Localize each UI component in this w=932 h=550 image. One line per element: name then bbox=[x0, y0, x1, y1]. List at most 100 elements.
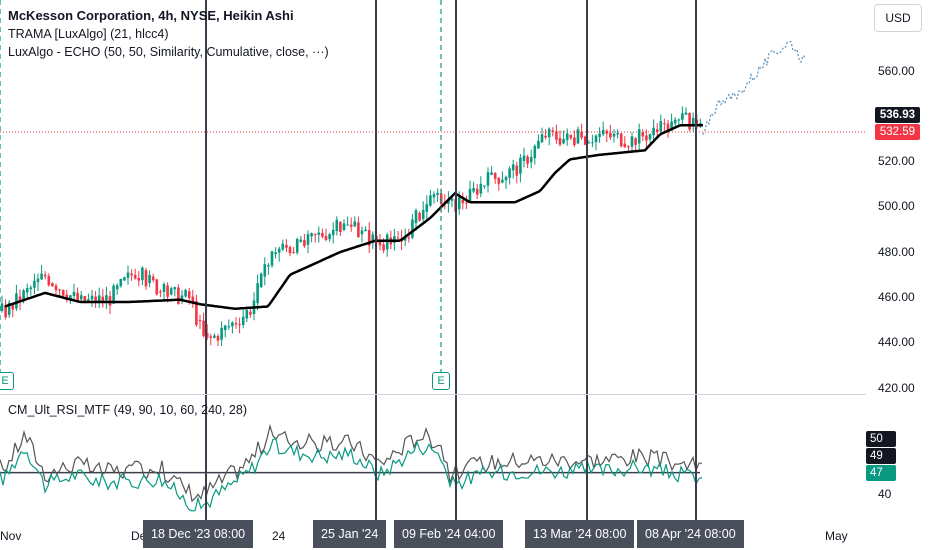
candle-body bbox=[220, 327, 223, 340]
candle-body bbox=[245, 309, 249, 319]
candle-body bbox=[162, 283, 166, 293]
candle-body bbox=[497, 177, 501, 184]
earnings-badge[interactable]: E bbox=[432, 372, 450, 390]
rsi-value-box: 49 bbox=[866, 448, 896, 464]
candle-body bbox=[133, 275, 137, 279]
projection-path bbox=[702, 41, 806, 135]
candle-body bbox=[537, 140, 540, 149]
candle-body bbox=[270, 251, 274, 266]
candle-body bbox=[486, 172, 490, 186]
candle-body bbox=[166, 285, 169, 297]
candle-body bbox=[432, 194, 436, 198]
candle-body bbox=[666, 123, 670, 133]
legend-trama[interactable]: TRAMA [LuxAlgo] (21, hlcc4) bbox=[8, 27, 169, 41]
candle-body bbox=[447, 199, 450, 204]
candle-body bbox=[187, 291, 191, 299]
price-label: 440.00 bbox=[878, 335, 915, 349]
candle-body bbox=[22, 290, 25, 301]
candle-body bbox=[274, 252, 277, 255]
time-label: Nov bbox=[0, 529, 22, 543]
candle-body bbox=[648, 134, 652, 140]
candle-body bbox=[465, 202, 468, 204]
candle-body bbox=[655, 129, 659, 132]
candle-body bbox=[195, 300, 198, 325]
candle-body bbox=[155, 279, 159, 295]
candle-body bbox=[11, 305, 15, 310]
price-label: 420.00 bbox=[878, 381, 915, 395]
candle-body bbox=[544, 135, 547, 138]
candle-body bbox=[288, 247, 292, 254]
candle-body bbox=[4, 304, 7, 318]
candle-body bbox=[94, 296, 97, 304]
currency-button[interactable]: USD bbox=[874, 4, 922, 32]
candle-body bbox=[558, 138, 562, 145]
candle-body bbox=[105, 295, 108, 301]
candle-body bbox=[54, 285, 58, 291]
candle-body bbox=[317, 232, 321, 235]
candle-body bbox=[594, 135, 598, 143]
candle-body bbox=[324, 236, 328, 240]
candle-body bbox=[40, 273, 43, 280]
candle-body bbox=[360, 230, 364, 235]
candle-body bbox=[429, 195, 432, 206]
candle-body bbox=[137, 277, 141, 281]
candle-body bbox=[519, 157, 522, 174]
candle-body bbox=[565, 133, 569, 140]
candle-body bbox=[652, 127, 655, 136]
candle-body bbox=[591, 142, 594, 144]
candle-body bbox=[173, 287, 177, 290]
candle-body bbox=[141, 267, 144, 281]
price-label: 480.00 bbox=[878, 245, 915, 259]
candle-body bbox=[493, 172, 497, 179]
candle-body bbox=[357, 222, 360, 238]
candle-body bbox=[601, 129, 605, 135]
candle-body bbox=[259, 273, 263, 288]
candle-body bbox=[101, 296, 105, 302]
candle-body bbox=[403, 236, 407, 241]
candle-body bbox=[191, 296, 195, 303]
candle-body bbox=[522, 155, 526, 161]
candle-body bbox=[396, 237, 400, 239]
candle-body bbox=[321, 232, 324, 237]
candle-body bbox=[65, 294, 69, 300]
candle-body bbox=[382, 244, 385, 251]
candle-body bbox=[673, 119, 677, 124]
candle-body bbox=[18, 296, 22, 302]
candle-body bbox=[339, 221, 342, 233]
candle-body bbox=[231, 322, 234, 327]
candle-body bbox=[421, 209, 425, 220]
candle-body bbox=[515, 165, 519, 176]
legend-echo[interactable]: LuxAlgo - ECHO (50, 50, Similarity, Cumu… bbox=[8, 45, 329, 59]
candle-body bbox=[346, 224, 349, 226]
candle-body bbox=[576, 129, 580, 144]
echo-projection bbox=[702, 41, 806, 135]
legend-rsi[interactable]: CM_Ult_RSI_MTF (49, 90, 10, 60, 240, 28) bbox=[8, 403, 247, 417]
candle-body bbox=[457, 197, 461, 210]
candle-body bbox=[331, 229, 335, 236]
candle-body bbox=[51, 283, 54, 287]
last-close-box: 532.59 bbox=[874, 124, 920, 140]
candle-body bbox=[472, 187, 475, 192]
legend-symbol[interactable]: McKesson Corporation, 4h, NYSE, Heikin A… bbox=[8, 8, 294, 23]
candle-body bbox=[209, 336, 213, 338]
candle-body bbox=[540, 134, 544, 143]
candle-body bbox=[677, 119, 681, 121]
candle-body bbox=[277, 248, 281, 253]
candle-body bbox=[15, 293, 18, 309]
candle-body bbox=[630, 136, 634, 147]
earnings-badge[interactable]: E bbox=[0, 372, 14, 390]
candle-body bbox=[529, 157, 533, 163]
candle-body bbox=[436, 192, 439, 195]
candle-body bbox=[227, 326, 231, 328]
candle-body bbox=[148, 274, 151, 284]
candle-body bbox=[310, 233, 313, 237]
candle-body bbox=[47, 276, 51, 286]
candle-body bbox=[249, 311, 252, 315]
candle-body bbox=[335, 219, 339, 231]
candle-body bbox=[180, 295, 184, 301]
candle-body bbox=[663, 123, 666, 125]
candle-body bbox=[43, 274, 47, 277]
candle-body bbox=[612, 133, 616, 137]
candle-body bbox=[267, 265, 270, 267]
